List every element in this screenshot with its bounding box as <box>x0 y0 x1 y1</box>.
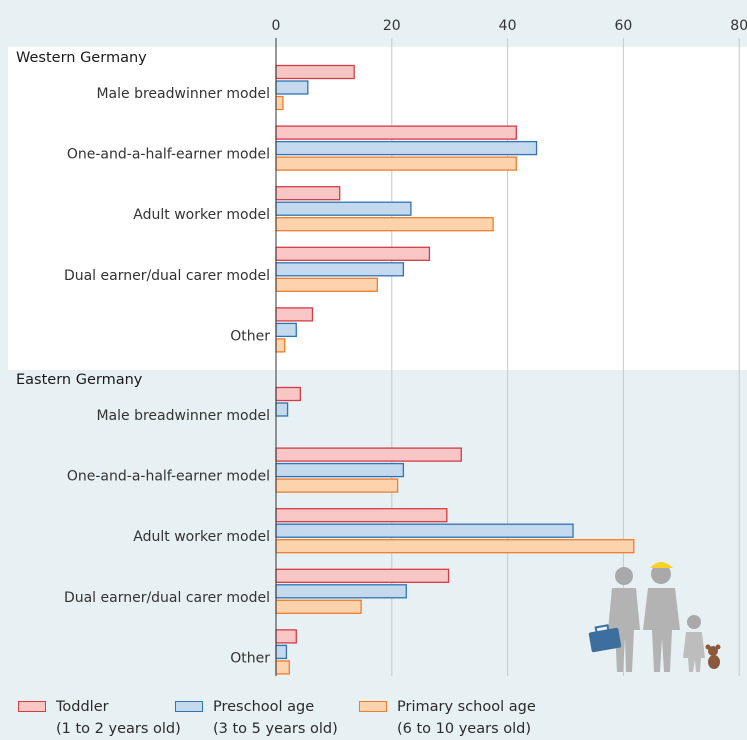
category-label: Other <box>230 328 270 344</box>
bar-toddler <box>275 568 450 583</box>
legend-label-toddler: Toddler <box>56 699 109 715</box>
x-tick-label: 80 <box>730 18 747 34</box>
category-label: One-and-a-half-earner model <box>67 147 270 163</box>
group-title: Western Germany <box>16 50 147 66</box>
bar-primary <box>275 277 378 292</box>
category-label: Other <box>230 650 270 666</box>
bar-toddler <box>275 447 462 462</box>
bar-toddler <box>275 307 314 322</box>
x-tick-label: 20 <box>383 18 401 34</box>
category-label: Dual earner/dual carer model <box>64 590 270 606</box>
bar-primary <box>275 217 494 232</box>
legend-sub-toddler: (1 to 2 years old) <box>56 721 181 737</box>
bar-preschool <box>275 80 309 95</box>
bar-preschool <box>275 262 405 277</box>
legend-label-primary: Primary school age <box>397 699 536 715</box>
category-label: Male breadwinner model <box>96 86 270 102</box>
bar-toddler <box>275 629 297 644</box>
bar-primary <box>275 660 290 675</box>
category-labels: Western Germany Male breadwinner model One… <box>16 50 270 666</box>
bar-preschool <box>275 322 297 338</box>
group-title: Eastern Germany <box>16 372 143 388</box>
bar-preschool <box>275 462 405 478</box>
bar-primary <box>275 95 284 111</box>
legend-label-preschool: Preschool age <box>213 699 315 715</box>
bar-chart: 0 20 40 60 80 Western Germany Male breadwinne… <box>8 18 747 676</box>
bars <box>275 64 635 675</box>
bar-preschool <box>275 644 288 660</box>
bar-preschool <box>275 523 574 538</box>
legend-swatch-primary <box>359 701 387 712</box>
bar-primary <box>275 478 399 493</box>
category-label: Dual earner/dual carer model <box>64 268 270 284</box>
bar-preschool <box>275 201 412 216</box>
bar-primary <box>275 156 517 171</box>
bar-primary <box>275 539 635 554</box>
legend-swatch-toddler <box>18 701 46 712</box>
legend-sub-primary: (6 to 10 years old) <box>397 721 531 737</box>
x-tick-label: 40 <box>499 18 517 34</box>
bar-toddler <box>275 246 431 261</box>
x-axis-ticks: 0 20 40 60 80 <box>272 18 747 34</box>
category-label: Male breadwinner model <box>96 408 270 424</box>
legend-swatch-preschool <box>175 701 203 712</box>
bar-primary <box>275 599 362 614</box>
bar-toddler <box>275 64 355 80</box>
bar-toddler <box>275 125 517 140</box>
bar-toddler <box>275 186 341 201</box>
bar-preschool <box>275 584 407 599</box>
bar-toddler <box>275 508 448 523</box>
category-label: Adult worker model <box>133 529 270 545</box>
category-label: Adult worker model <box>133 207 270 223</box>
family-icon <box>588 562 721 672</box>
legend-sub-preschool: (3 to 5 years old) <box>213 721 338 737</box>
bar-primary <box>275 338 286 353</box>
bar-preschool <box>275 402 289 417</box>
category-label: One-and-a-half-earner model <box>67 469 270 485</box>
bar-toddler <box>275 386 301 402</box>
x-tick-label: 60 <box>614 18 632 34</box>
bar-preschool <box>275 140 538 156</box>
x-tick-label: 0 <box>272 18 281 34</box>
